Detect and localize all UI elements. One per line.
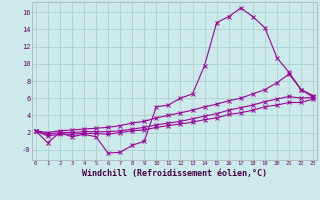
X-axis label: Windchill (Refroidissement éolien,°C): Windchill (Refroidissement éolien,°C): [82, 169, 267, 178]
